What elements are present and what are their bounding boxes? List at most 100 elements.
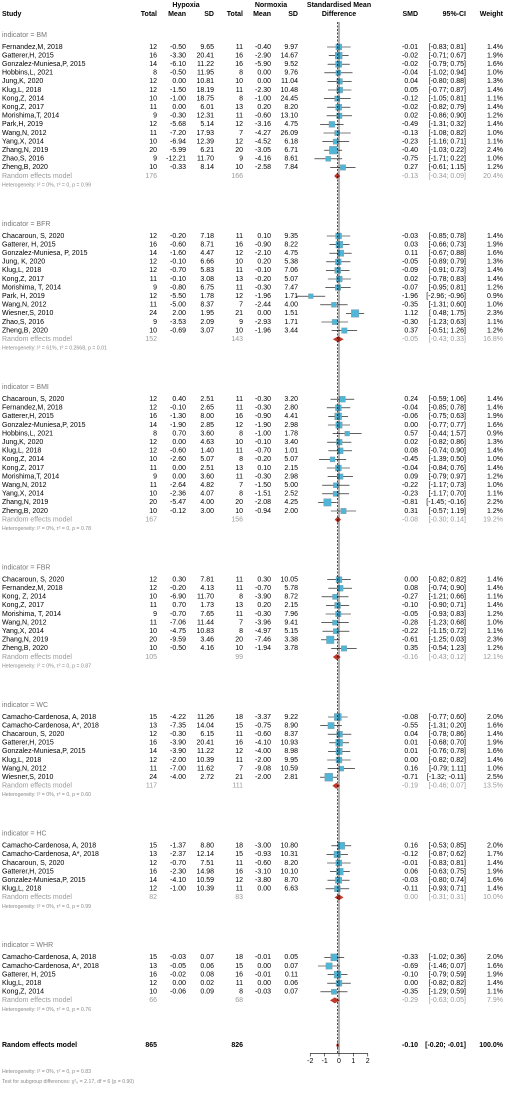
n1-cell: 12 xyxy=(149,886,157,893)
n2-cell: 21 xyxy=(235,774,243,781)
smd-label-cell: 0.08 xyxy=(404,585,418,592)
study-square xyxy=(335,240,344,249)
sd2-cell: 13.10 xyxy=(280,113,298,120)
study-square xyxy=(325,156,331,162)
study-square xyxy=(338,765,344,772)
study-square xyxy=(340,508,347,514)
ci-label-cell: [-0.82; 0.82] xyxy=(429,576,466,583)
smd-label-cell: -0.33 xyxy=(402,954,418,961)
mean2-cell: -0.30 xyxy=(255,473,271,480)
ci-label-cell: [-1.17; 0.70] xyxy=(429,491,466,498)
mean2-cell: -3.10 xyxy=(255,868,271,875)
mean2-cell: -1.94 xyxy=(255,645,271,652)
smd-label-cell: -1.96 xyxy=(402,293,418,300)
mean2-cell: -0.20 xyxy=(255,276,271,283)
study-square xyxy=(337,473,344,480)
mean2-cell: -3.96 xyxy=(255,619,271,626)
n2-cell: 11 xyxy=(236,87,243,94)
weight-label-cell: 1.0% xyxy=(487,619,503,626)
mean1-cell: 0.70 xyxy=(172,602,186,609)
study-square xyxy=(332,138,339,145)
ci-label-cell: [-2.96; -0.96] xyxy=(426,293,466,300)
weight-label-cell: 1.4% xyxy=(487,276,503,283)
heterogeneity: Heterogeneity: I² = 0%, τ² = 0, p = 0.78 xyxy=(2,526,91,532)
sd2-cell: 7.47 xyxy=(284,284,298,291)
arm2-header: Normoxia xyxy=(255,2,287,9)
n1-cell: 12 xyxy=(149,860,157,867)
study-name: Park, H, 2019 xyxy=(2,293,45,300)
n2-cell: 18 xyxy=(235,843,243,850)
study-square xyxy=(335,876,342,884)
smd-label-cell: -0.27 xyxy=(402,594,418,601)
sd2-cell: 2.52 xyxy=(284,491,298,498)
mean1-cell: -5.50 xyxy=(170,293,186,300)
weight-label-cell: 16.8% xyxy=(483,336,503,343)
mean2-cell: -1.00 xyxy=(255,95,271,102)
mean2-cell: -0.10 xyxy=(255,439,271,446)
study-name: Gonzalez-Muniesa,P, 2015 xyxy=(2,61,86,68)
ci-label-cell: [-0.77; 0.60] xyxy=(429,714,466,721)
sd1-cell: 12.14 xyxy=(196,851,214,858)
ci-label-cell: [-0.80; 0.74] xyxy=(429,877,466,884)
ci-label-cell: [-0.87; 0.62] xyxy=(429,851,466,858)
weight-label-cell: 1.0% xyxy=(487,70,503,77)
smd-label-cell: 0.11 xyxy=(405,250,418,257)
weight-header: Weight xyxy=(480,11,504,18)
smd-label-cell: 0.05 xyxy=(404,87,418,94)
study-square xyxy=(326,635,335,644)
study-name: Kong,Z, 2014 xyxy=(2,456,44,463)
n2-cell: 11 xyxy=(236,284,243,291)
n2-cell: 826 xyxy=(231,1042,243,1049)
sd2-cell: 8.20 xyxy=(284,860,298,867)
smd-label-cell: -0.35 xyxy=(402,302,418,309)
weight-label-cell: 0.9% xyxy=(487,430,503,437)
sd1-cell: 10.81 xyxy=(196,78,214,85)
smd-label-cell: -0.03 xyxy=(402,233,418,240)
summary-label: Random effects model xyxy=(2,654,72,661)
study-name: Klug,L, 2018 xyxy=(2,87,41,94)
sd-header: SD xyxy=(204,11,214,18)
n2-cell: 68 xyxy=(235,997,243,1004)
n2-cell: 8 xyxy=(239,594,243,601)
mean1-cell: 0.40 xyxy=(172,396,186,403)
study-square xyxy=(336,867,344,876)
sd1-cell: 11.62 xyxy=(197,765,214,772)
weight-label-cell: 1.4% xyxy=(487,405,503,412)
n1-cell: 10 xyxy=(149,95,157,102)
summary-diamond xyxy=(332,782,341,789)
ci-label-cell: [-1.39; 0.50] xyxy=(429,456,466,463)
n1-cell: 8 xyxy=(153,430,157,437)
n1-cell: 12 xyxy=(149,731,157,738)
n2-cell: 9 xyxy=(239,156,243,163)
mean1-cell: -0.80 xyxy=(170,284,186,291)
study-name: Jung,K, 2020 xyxy=(2,78,43,85)
n2-cell: 13 xyxy=(235,465,243,472)
ci-label-cell: [-0.77; 0.87] xyxy=(429,87,466,94)
smd-label-cell: -0.05 xyxy=(402,259,418,266)
n1-cell: 152 xyxy=(145,336,157,343)
n2-cell: 16 xyxy=(235,868,243,875)
sd1-cell: 8.00 xyxy=(200,413,214,420)
mean2-cell: -4.97 xyxy=(255,628,271,635)
study-square xyxy=(333,482,339,488)
group-label: indicator = WHR xyxy=(2,942,53,949)
summary-label: Random effects model xyxy=(2,173,72,180)
ci-label-cell: [-1.31; 0.32] xyxy=(429,121,466,128)
weight-label-cell: 1.4% xyxy=(487,44,503,51)
n1-cell: 24 xyxy=(149,310,157,317)
ci-label-cell: [-0.61; 1.15] xyxy=(429,164,466,171)
n2-cell: 16 xyxy=(235,740,243,747)
mean2-cell: -4.16 xyxy=(255,156,271,163)
weight-label-cell: 1.7% xyxy=(487,851,503,858)
summary-diamond xyxy=(334,173,341,179)
sd1-cell: 5.14 xyxy=(200,121,214,128)
sd2-cell: 9.76 xyxy=(284,70,298,77)
sd1-cell: 6.01 xyxy=(200,104,214,111)
sd2-cell: 9.41 xyxy=(284,619,298,626)
ci-label-cell: [-1.23; 0.68] xyxy=(429,619,466,626)
n1-cell: 82 xyxy=(149,894,157,901)
n2-cell: 10 xyxy=(235,645,243,652)
sd2-cell: 2.98 xyxy=(284,422,298,429)
sd2-cell: 10.93 xyxy=(280,740,298,747)
mean-header: Mean xyxy=(253,11,271,18)
